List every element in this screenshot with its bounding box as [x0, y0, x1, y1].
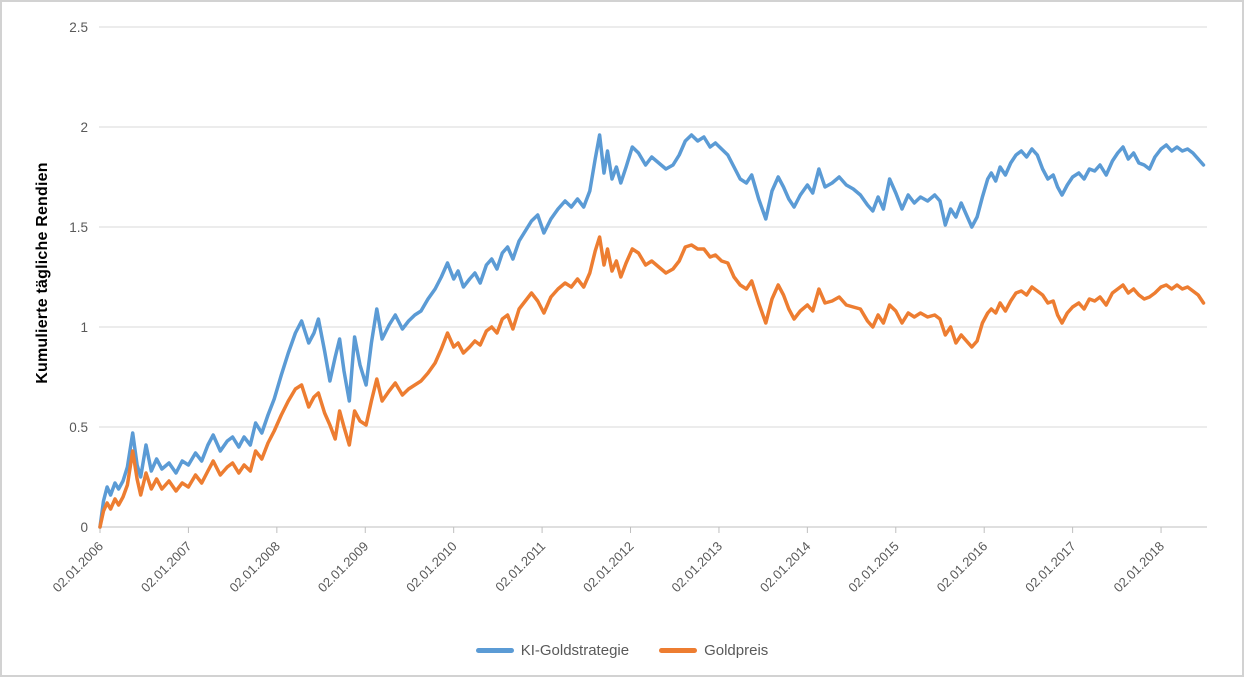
x-tick-label: 02.01.2006 — [49, 539, 106, 596]
x-tick-label: 02.01.2007 — [138, 539, 195, 596]
legend-swatch-ki-icon — [475, 648, 514, 653]
x-tick-label: 02.01.2014 — [757, 539, 814, 596]
x-tick-label: 02.01.2010 — [403, 539, 460, 596]
x-tick-label: 02.01.2016 — [934, 539, 991, 596]
x-tick-label: 02.01.2009 — [315, 539, 372, 596]
legend-item-goldpreis: Goldpreis — [659, 642, 768, 659]
x-tick-label: 02.01.2013 — [668, 539, 725, 596]
y-tick-label: 2.5 — [69, 20, 88, 35]
legend-item-ki-goldstrategie: KI-Goldstrategie — [475, 642, 630, 659]
x-tick-label: 02.01.2008 — [226, 539, 283, 596]
legend-label-ki: KI-Goldstrategie — [520, 642, 630, 659]
y-tick-label: 0.5 — [69, 420, 88, 435]
y-tick-label: 1.5 — [69, 220, 88, 235]
series-line-goldpreis — [98, 235, 1206, 529]
x-tick-label: 02.01.2018 — [1111, 539, 1168, 596]
x-tick-label: 02.01.2017 — [1022, 539, 1079, 596]
y-axis-title: Kumulierte tägliche Rendien — [34, 162, 51, 384]
legend-label-gold: Goldpreis — [704, 642, 769, 659]
y-tick-label: 0 — [80, 520, 88, 535]
y-tick-label: 1 — [80, 320, 88, 335]
legend-swatch-gold-icon — [659, 648, 698, 653]
x-tick-label: 02.01.2015 — [845, 539, 902, 596]
chart-legend: KI-Goldstrategie Goldpreis — [2, 642, 1242, 659]
series-line-ki-goldstrategie — [98, 133, 1206, 529]
x-tick-label: 02.01.2012 — [580, 539, 637, 596]
y-tick-label: 2 — [80, 120, 88, 135]
x-tick-label: 02.01.2011 — [492, 539, 548, 595]
